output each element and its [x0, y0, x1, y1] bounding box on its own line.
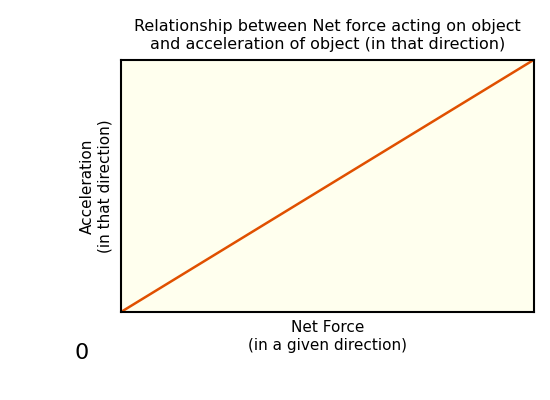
Text: 0: 0	[75, 342, 89, 362]
Y-axis label: Acceleration
(in that direction): Acceleration (in that direction)	[80, 119, 113, 253]
X-axis label: Net Force
(in a given direction): Net Force (in a given direction)	[248, 320, 407, 353]
Title: Relationship between Net force acting on object
and acceleration of object (in t: Relationship between Net force acting on…	[134, 20, 521, 52]
